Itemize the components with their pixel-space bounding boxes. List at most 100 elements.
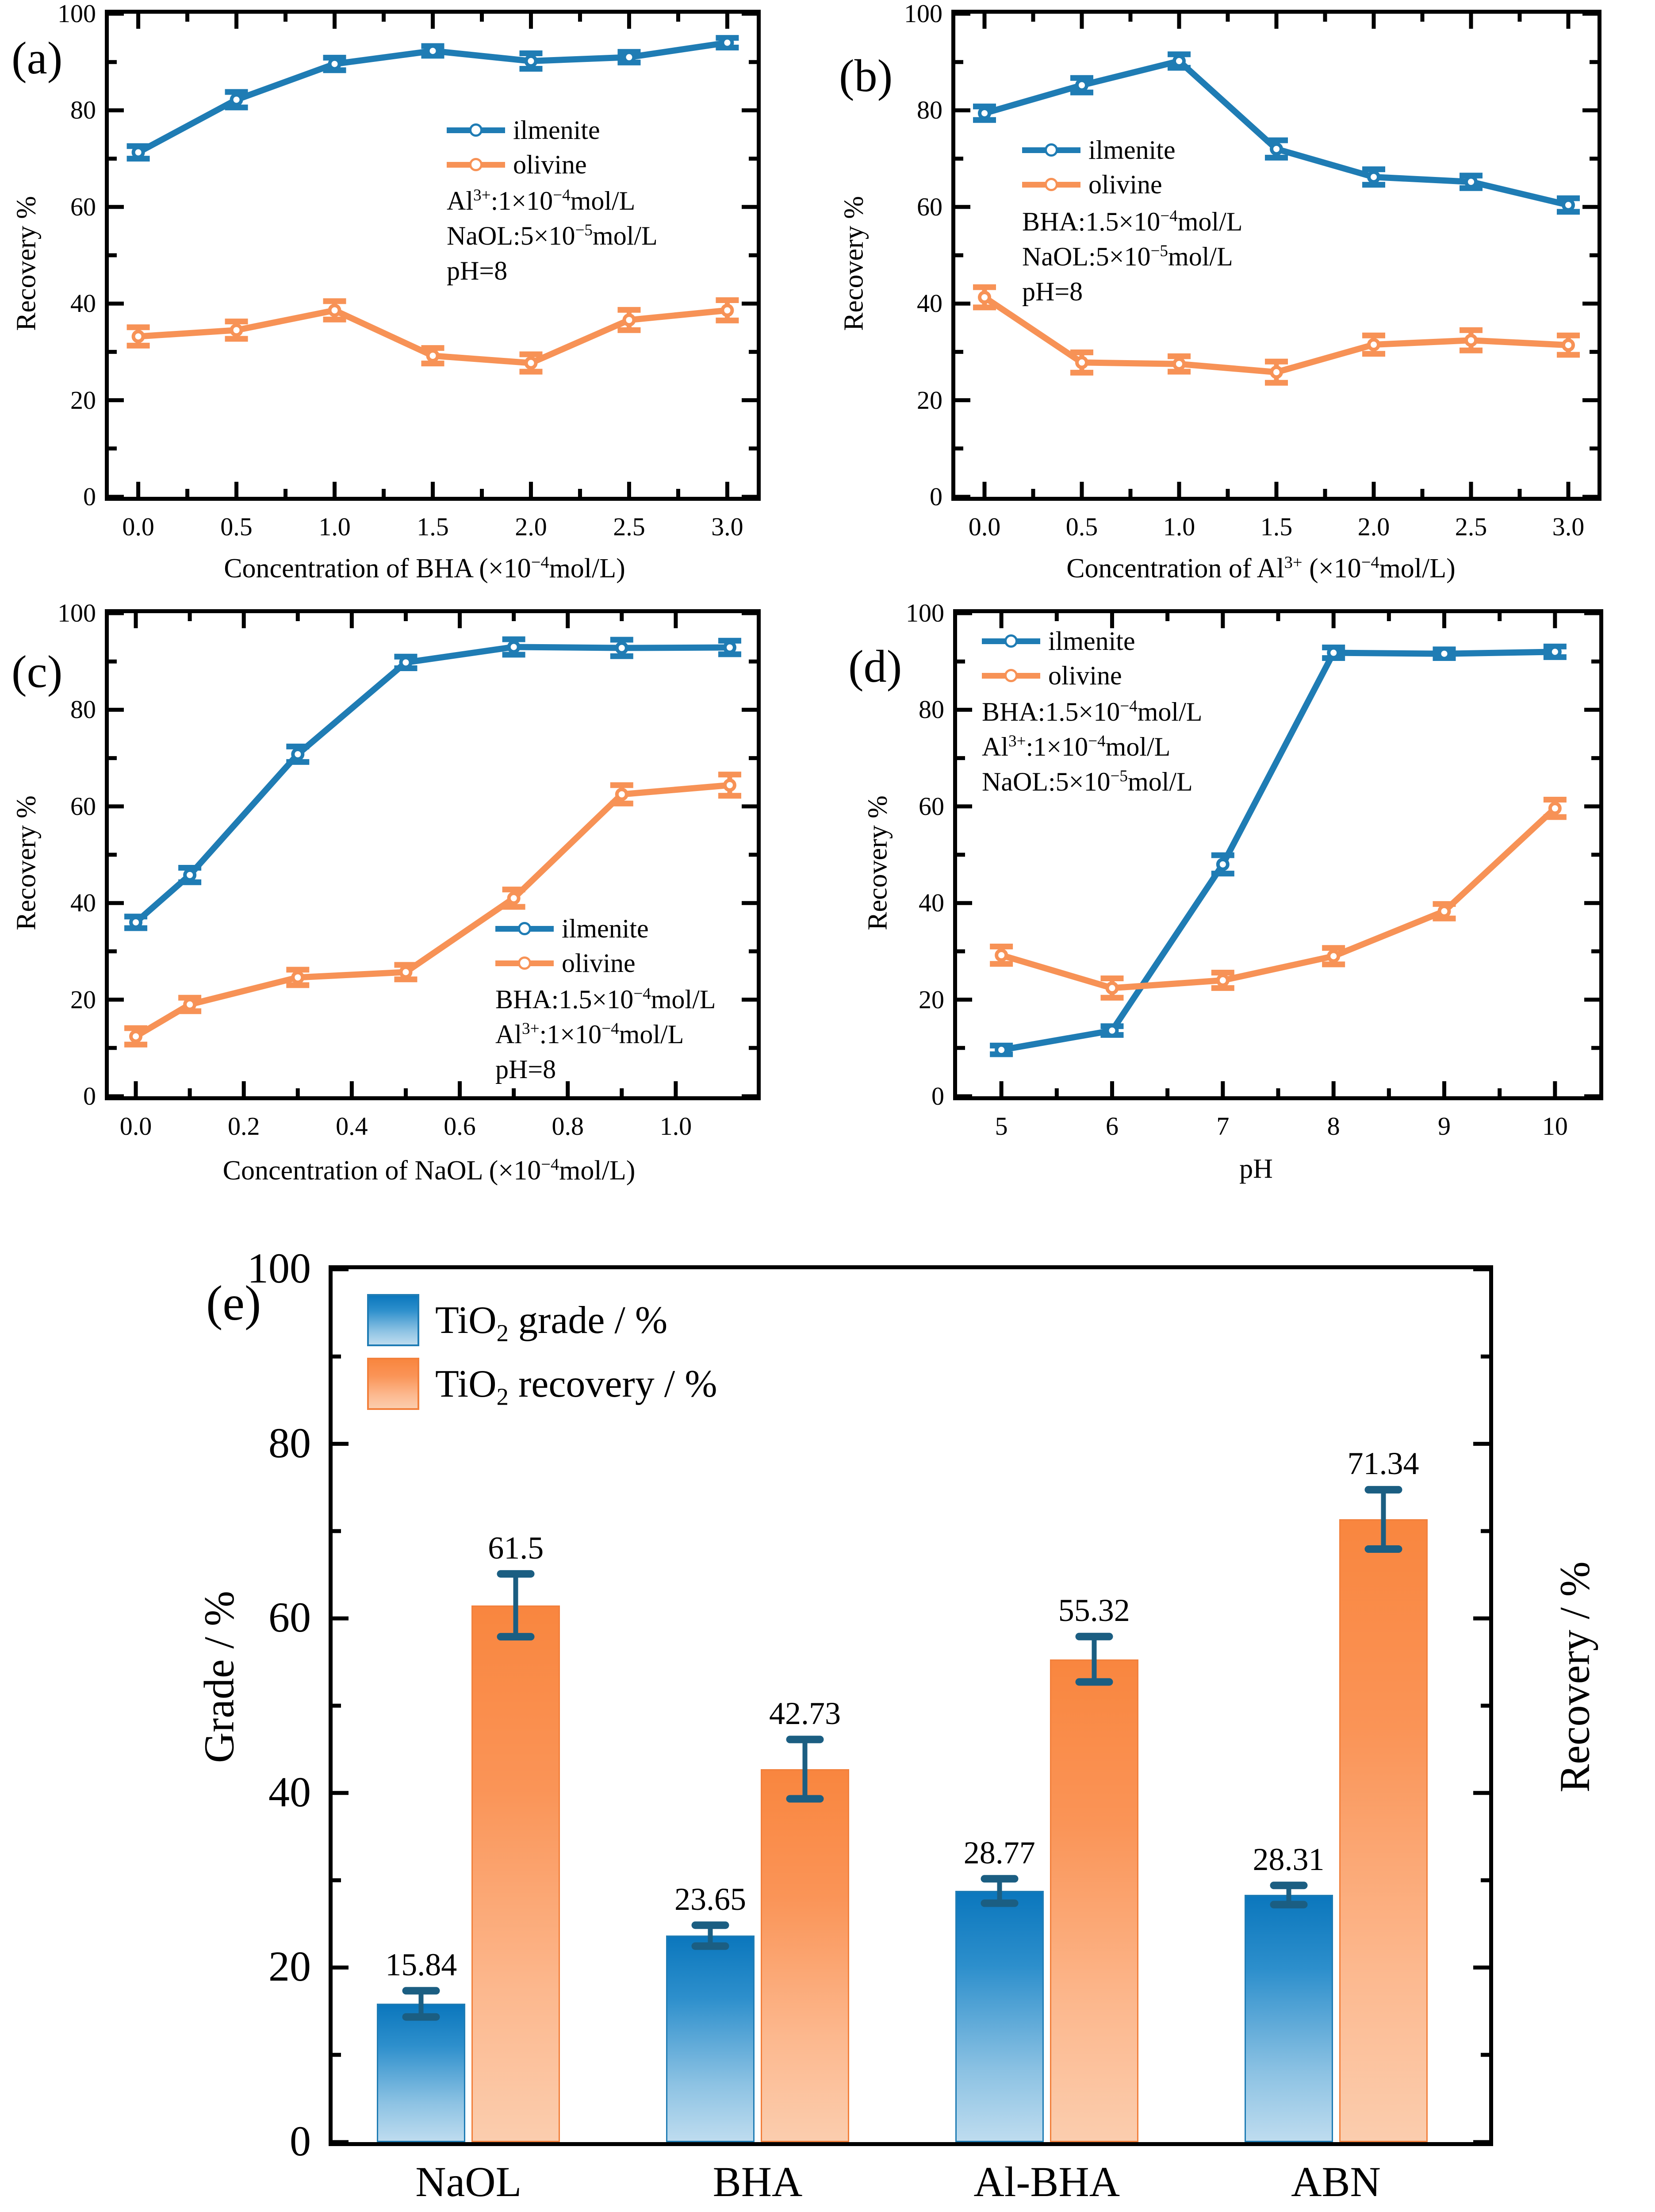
legend-label: ilmenite <box>1088 135 1176 165</box>
legend-line-swatch <box>982 669 1040 682</box>
condition-line: Al3+:1×10−4mol/L <box>495 1020 684 1049</box>
y-tick-label: 20 <box>268 1943 311 1990</box>
bar-value-label: 28.31 <box>1253 1841 1325 1877</box>
legend-item-ilmenite[interactable]: ilmenite <box>982 624 1135 658</box>
panel-b-y-axis-title: Recovery % <box>839 196 869 331</box>
series-ilmenite <box>990 643 1567 1057</box>
x-tick-label: 5 <box>995 1112 1008 1141</box>
panel-b: (b) Recovery % Concentration of Al3+ (×1… <box>828 0 1655 593</box>
legend-line-swatch <box>495 922 554 935</box>
y-tick-label: 60 <box>268 1594 311 1641</box>
y-tick-label: 60 <box>917 192 942 221</box>
x-tick-label: 3.0 <box>1552 512 1585 541</box>
legend-label: olivine <box>1048 661 1122 690</box>
series-olivine <box>973 284 1580 386</box>
y-tick-label: 40 <box>70 888 96 918</box>
legend-label: TiO2 recovery / % <box>435 1362 717 1410</box>
condition-line: pH=8 <box>1022 277 1083 307</box>
panel-e-y-axis-title-right: Recovery / % <box>1551 1561 1598 1793</box>
y-tick-label: 100 <box>57 599 96 627</box>
error-bar <box>402 1987 440 2021</box>
error-bar <box>1270 1882 1307 1909</box>
legend-item-olivine[interactable]: olivine <box>447 147 600 182</box>
x-tick-label: 0.5 <box>220 512 253 541</box>
x-tick-label: 0.8 <box>552 1112 584 1141</box>
bar-value-label: 28.77 <box>963 1835 1035 1870</box>
condition-line: NaOL:5×10−5mol/L <box>1022 242 1233 272</box>
legend-label: olivine <box>513 150 587 179</box>
panel-e: (e) Grade / % Recovery / % 15.84 61.5 23.6… <box>0 1194 1655 2212</box>
condition-line: NaOL:5×10−5mol/L <box>447 221 658 251</box>
category-label: BHA <box>713 2158 803 2205</box>
x-tick-label: 6 <box>1105 1112 1119 1141</box>
panel-a-plot-area <box>105 10 761 501</box>
panel-d-tag: (d) <box>848 641 902 692</box>
series-olivine <box>126 297 739 375</box>
condition-line: BHA:1.5×10−4mol/L <box>982 697 1203 726</box>
error-bar <box>981 1875 1019 1907</box>
panel-d-plot-area <box>953 609 1603 1100</box>
panel-e-axis-ticks <box>333 1267 1489 2144</box>
error-bar <box>691 1921 729 1950</box>
category-label: NaOL <box>415 2158 522 2205</box>
legend-item-recovery[interactable]: TiO2 recovery / % <box>367 1358 717 1410</box>
x-tick-label: 1.5 <box>417 512 449 541</box>
panel-a-legend: ilmenite olivine <box>447 113 600 182</box>
panel-a-x-axis-title: Concentration of BHA (×10−4mol/L) <box>224 553 625 584</box>
legend-item-grade[interactable]: TiO2 grade / % <box>367 1294 717 1346</box>
legend-line-swatch <box>447 123 505 137</box>
legend-line-swatch <box>982 634 1040 648</box>
bar-BHA-recovery <box>761 1769 849 2142</box>
y-tick-label: 40 <box>919 888 944 918</box>
series-olivine <box>124 772 741 1048</box>
x-tick-label: 0.0 <box>119 1112 152 1141</box>
x-tick-label: 1.0 <box>318 512 351 541</box>
legend-item-ilmenite[interactable]: ilmenite <box>1022 133 1176 167</box>
y-tick-label: 40 <box>917 289 942 318</box>
legend-line-swatch <box>1022 143 1080 157</box>
category-label: ABN <box>1291 2158 1381 2205</box>
legend-line-swatch <box>495 956 554 970</box>
panel-c-conditions: BHA:1.5×10−4mol/L Al3+:1×10−4mol/L pH=8 <box>495 982 716 1087</box>
legend-label: ilmenite <box>513 115 600 145</box>
legend-item-olivine[interactable]: olivine <box>1022 167 1176 202</box>
panel-c-x-axis-title: Concentration of NaOL (×10−4mol/L) <box>222 1155 636 1186</box>
series-ilmenite <box>124 636 741 931</box>
bar-value-label: 71.34 <box>1347 1446 1419 1482</box>
y-tick-label: 40 <box>268 1768 311 1816</box>
bar-value-label: 23.65 <box>674 1881 746 1917</box>
bar-value-label: 61.5 <box>488 1530 544 1566</box>
error-bar <box>786 1736 824 1803</box>
bar-value-label: 15.84 <box>385 1947 457 1982</box>
x-tick-label: 3.0 <box>711 512 743 541</box>
panel-b-conditions: BHA:1.5×10−4mol/L NaOL:5×10−5mol/L pH=8 <box>1022 204 1242 310</box>
y-tick-label: 80 <box>919 695 944 724</box>
condition-line: Al3+:1×10−4mol/L <box>447 186 636 215</box>
legend-item-olivine[interactable]: olivine <box>982 658 1135 693</box>
y-tick-label: 20 <box>70 985 96 1014</box>
panel-d-conditions: BHA:1.5×10−4mol/L Al3+:1×10−4mol/L NaOL:5×… <box>982 695 1202 800</box>
y-tick-label: 60 <box>919 791 944 821</box>
legend-item-ilmenite[interactable]: ilmenite <box>495 911 649 946</box>
x-tick-label: 0.2 <box>227 1112 260 1141</box>
bar-BHA-grade <box>666 1936 755 2142</box>
y-tick-label: 80 <box>268 1419 311 1467</box>
x-tick-label: 7 <box>1216 1112 1230 1141</box>
x-tick-label: 2.0 <box>1357 512 1390 541</box>
x-tick-label: 9 <box>1438 1112 1451 1141</box>
legend-item-ilmenite[interactable]: ilmenite <box>447 113 600 147</box>
panel-e-plot-area: 15.84 61.5 23.65 42.73 28.77 55.32 28.31 71.34 <box>329 1265 1493 2146</box>
bar-ABN-recovery <box>1339 1519 1428 2142</box>
legend-item-olivine[interactable]: olivine <box>495 946 649 980</box>
series-olivine <box>990 797 1567 1001</box>
panel-d-x-axis-title: pH <box>1239 1154 1273 1184</box>
legend-line-swatch <box>447 158 505 171</box>
panel-e-legend: TiO2 grade / % TiO2 recovery / % <box>367 1294 717 1410</box>
y-tick-label: 0 <box>930 482 942 511</box>
x-tick-label: 0.4 <box>336 1112 368 1141</box>
panel-a-tag: (a) <box>11 33 63 84</box>
series-ilmenite <box>126 35 739 162</box>
y-tick-label: 100 <box>57 0 96 28</box>
legend-color-swatch <box>367 1358 419 1410</box>
